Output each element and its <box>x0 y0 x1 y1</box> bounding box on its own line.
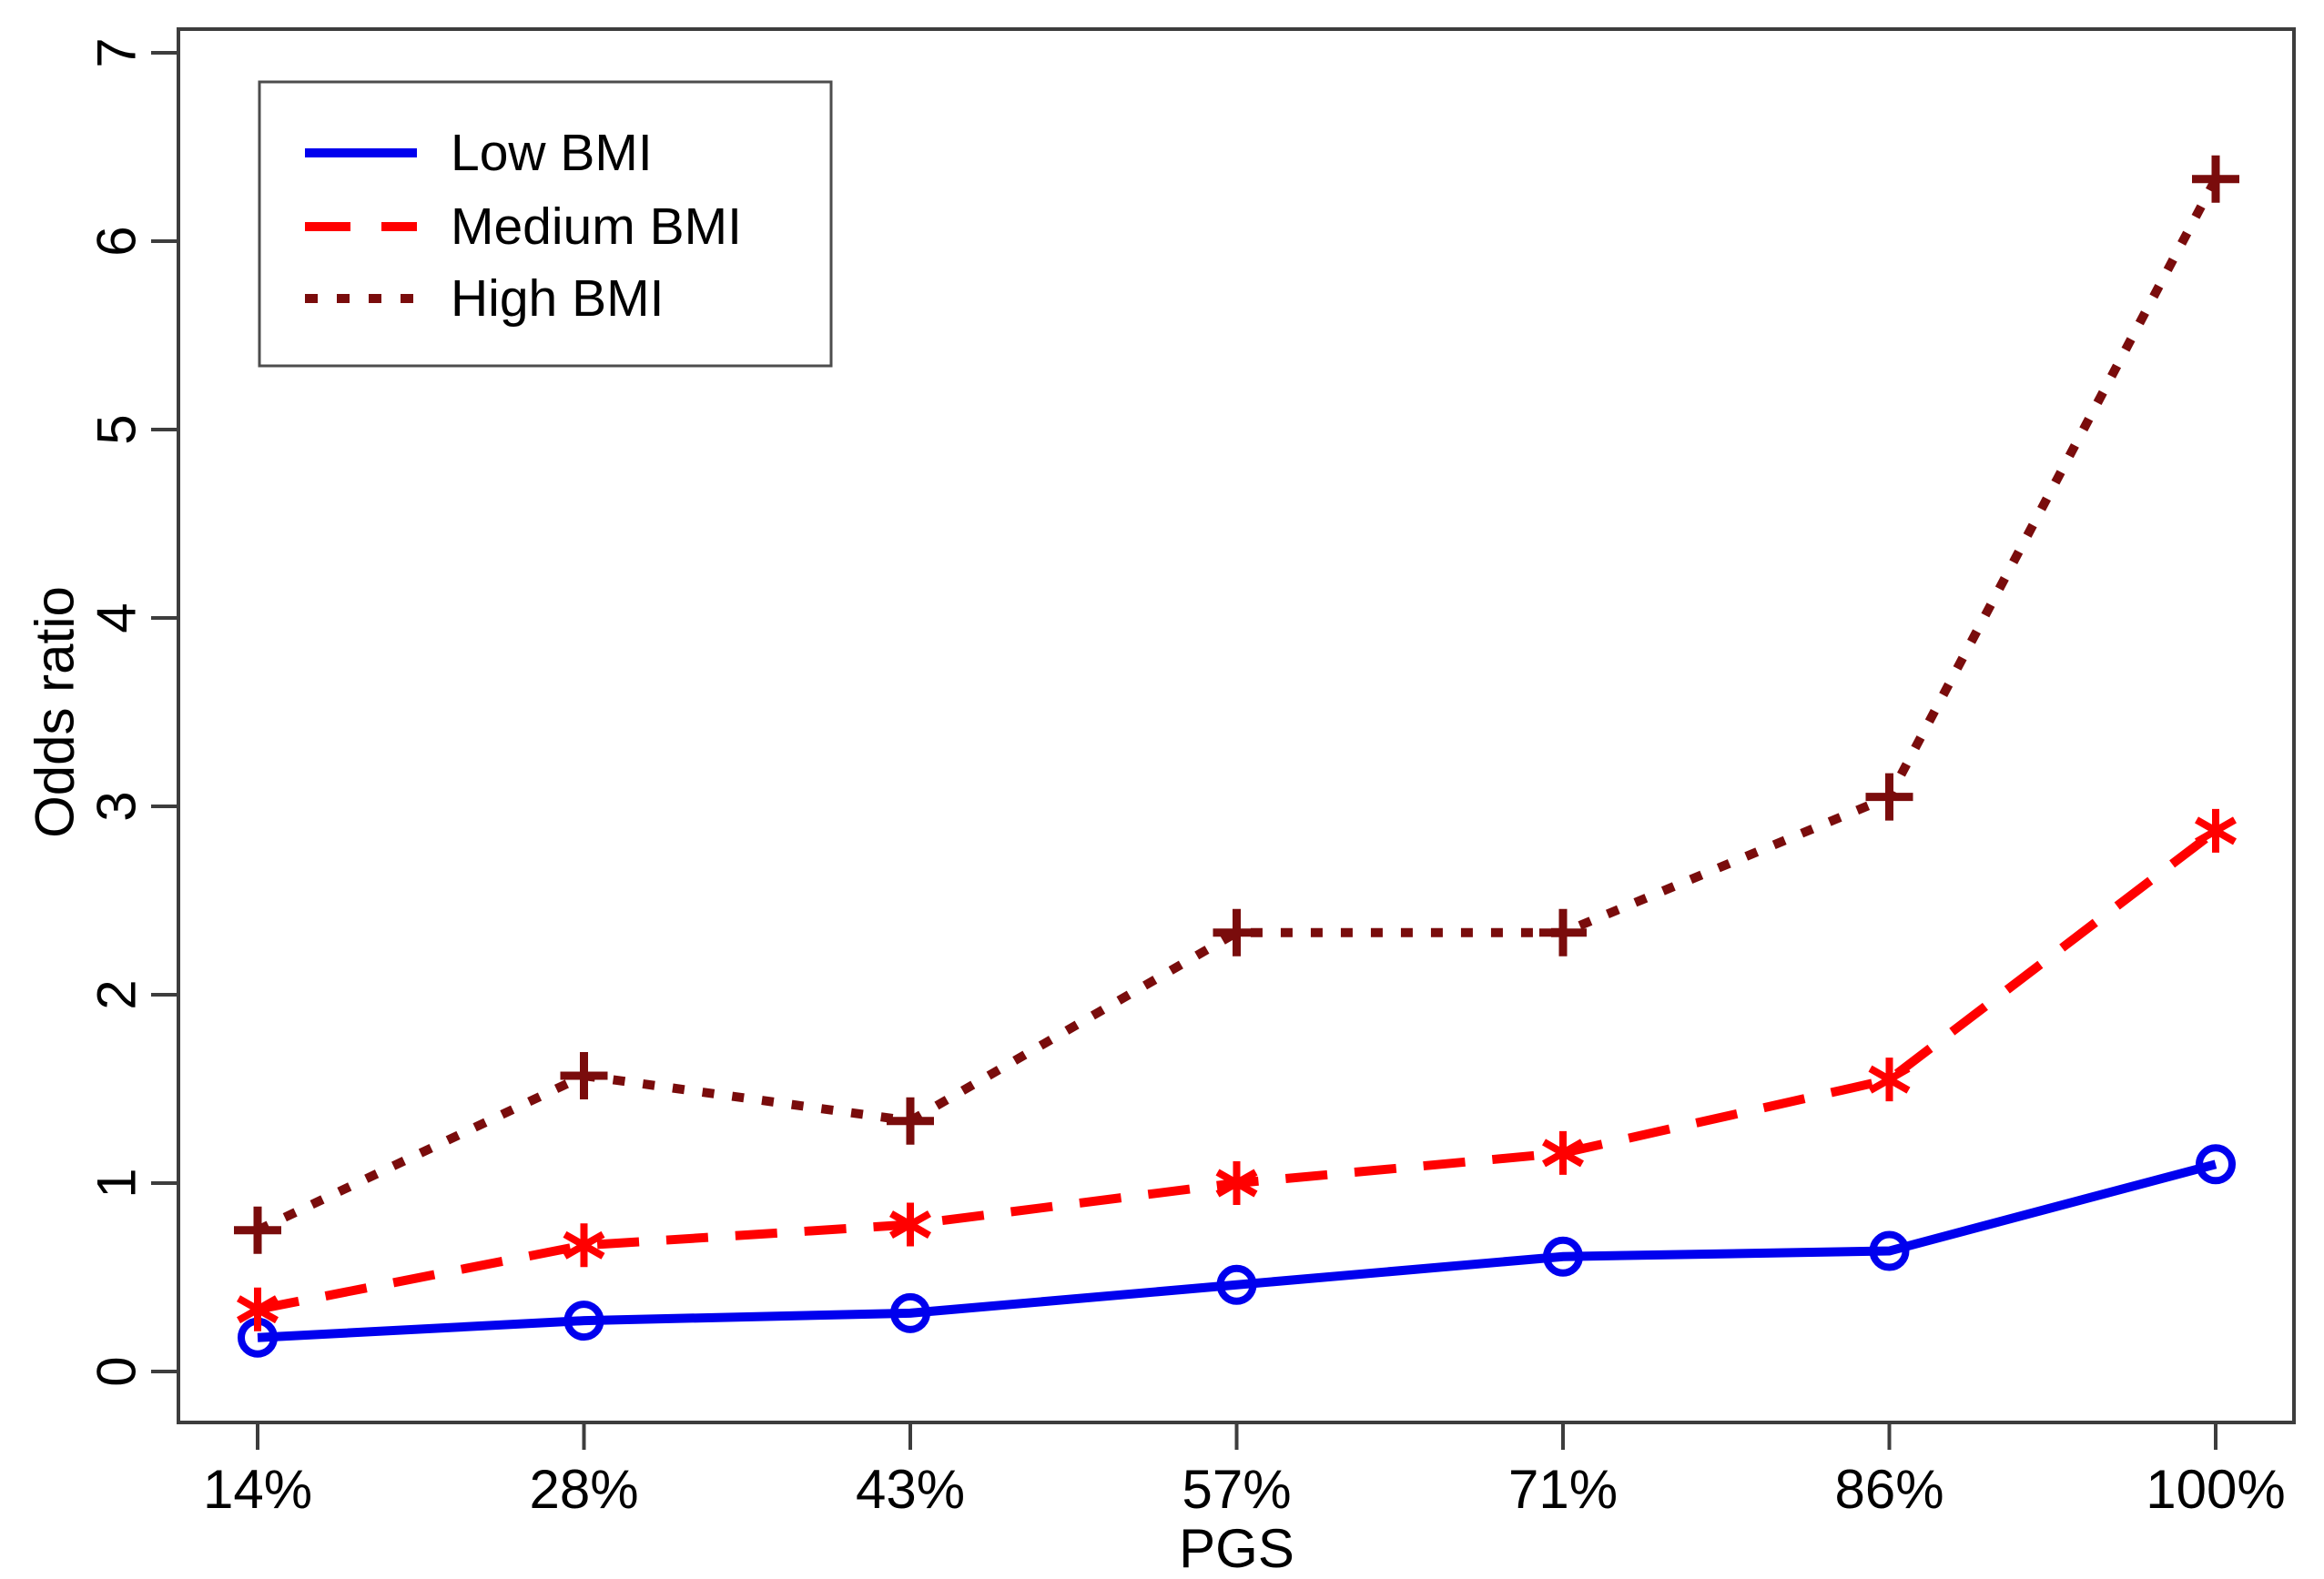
series-line <box>257 1159 2217 1342</box>
x-tick-label: 43% <box>856 1459 965 1520</box>
legend-item-medium-bmi: Medium BMI <box>305 197 742 256</box>
x-axis: 14% 28% 43% 57% 71% 86% 100% <box>203 1422 2286 1520</box>
x-tick-label: 57% <box>1182 1459 1291 1520</box>
y-tick-label: 4 <box>86 602 147 633</box>
circle-marker <box>1216 1264 1257 1305</box>
plus-marker <box>560 1052 608 1100</box>
plus-marker <box>1539 908 1587 957</box>
asterisk-marker <box>889 1202 931 1247</box>
circle-marker <box>563 1301 604 1341</box>
series-medium-bmi <box>237 808 2237 1331</box>
asterisk-marker <box>2195 808 2237 853</box>
legend-box <box>258 80 833 368</box>
legend-label: Low BMI <box>451 124 653 182</box>
x-tick-label: 100% <box>2146 1459 2285 1520</box>
asterisk-marker <box>1542 1130 1584 1175</box>
x-tick-label: 28% <box>529 1459 638 1520</box>
series-high-bmi <box>234 155 2239 1254</box>
y-tick-label: 6 <box>86 226 147 256</box>
legend-item-low-bmi: Low BMI <box>305 124 653 182</box>
plus-marker <box>1865 773 1913 821</box>
circle-marker <box>890 1292 930 1333</box>
legend: Low BMI Medium BMI High BMI <box>258 80 833 368</box>
circle-marker <box>1869 1230 1910 1271</box>
legend-label: Medium BMI <box>451 197 742 256</box>
plus-marker <box>2192 155 2239 203</box>
y-tick-label: 1 <box>86 1168 147 1198</box>
plus-marker <box>234 1206 281 1254</box>
plus-marker <box>887 1097 934 1145</box>
asterisk-marker <box>563 1223 605 1268</box>
asterisk-marker <box>1215 1161 1258 1205</box>
x-tick-label: 71% <box>1508 1459 1618 1520</box>
x-tick-label: 14% <box>203 1459 312 1520</box>
y-tick-label: 0 <box>86 1356 147 1386</box>
legend-label: High BMI <box>451 269 664 328</box>
y-axis: 0 1 2 3 4 5 6 7 <box>86 37 178 1387</box>
series-line <box>257 826 2219 1314</box>
circle-marker <box>2196 1144 2236 1185</box>
legend-item-high-bmi: High BMI <box>305 269 664 328</box>
y-tick-label: 5 <box>86 414 147 444</box>
asterisk-marker <box>1868 1058 1911 1102</box>
circle-marker <box>1543 1236 1583 1277</box>
y-tick-label: 7 <box>86 37 147 67</box>
x-tick-label: 86% <box>1834 1459 1943 1520</box>
y-tick-label: 3 <box>86 791 147 821</box>
y-axis-title: Odds ratio <box>25 586 86 838</box>
plus-marker <box>1213 908 1261 957</box>
y-tick-label: 2 <box>86 979 147 1009</box>
asterisk-marker <box>237 1287 279 1331</box>
x-axis-title: PGS <box>1179 1518 1294 1579</box>
